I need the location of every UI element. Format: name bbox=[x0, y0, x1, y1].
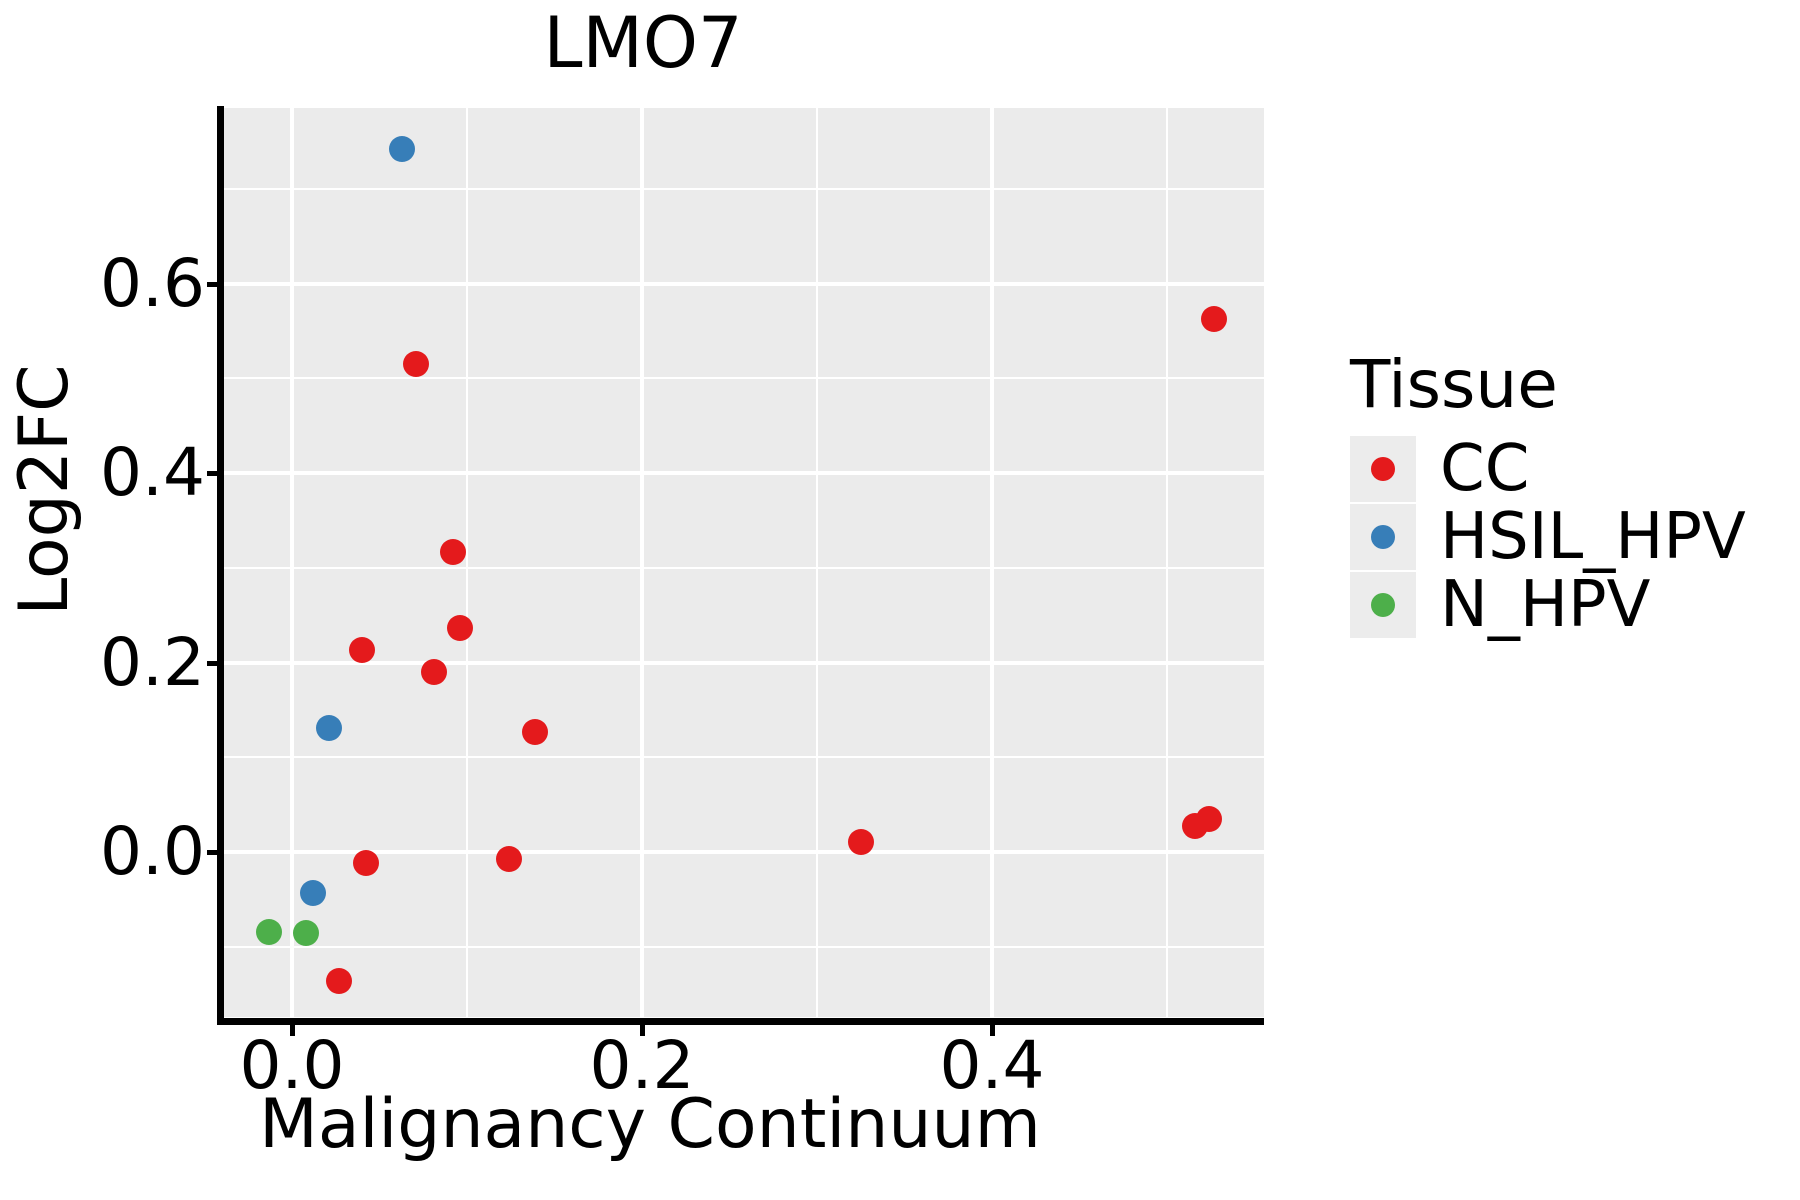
legend-key-box bbox=[1350, 504, 1416, 570]
data-point-cc bbox=[1196, 805, 1222, 832]
data-point-hsil_hpv bbox=[389, 135, 416, 162]
legend-key-box bbox=[1350, 436, 1416, 502]
x-tick-mark bbox=[990, 1025, 995, 1036]
x-axis-line bbox=[217, 1018, 1264, 1025]
data-point-n_hpv bbox=[293, 920, 319, 947]
y-tick-mark bbox=[207, 850, 218, 855]
y-minor-gridline bbox=[224, 566, 1264, 569]
data-point-cc bbox=[349, 637, 375, 664]
y-tick-label: 0.0 bbox=[100, 813, 205, 890]
x-tick-label: 0.0 bbox=[239, 1027, 345, 1104]
y-tick-label: 0.4 bbox=[100, 434, 205, 511]
x-tick-mark bbox=[640, 1025, 645, 1036]
x-major-gridline bbox=[290, 108, 294, 1017]
data-point-hsil_hpv bbox=[315, 714, 342, 741]
x-tick-mark bbox=[290, 1025, 295, 1036]
y-axis-line bbox=[217, 106, 224, 1025]
legend-item-label: HSIL_HPV bbox=[1440, 500, 1746, 574]
y-minor-gridline bbox=[224, 945, 1264, 948]
y-tick-mark bbox=[207, 471, 218, 476]
legend-title: Tissue bbox=[1350, 346, 1558, 423]
legend-dot-icon bbox=[1371, 457, 1395, 481]
legend-item-n_hpv: N_HPV bbox=[1350, 571, 1746, 639]
legend-dot-icon bbox=[1371, 525, 1395, 549]
y-major-gridline bbox=[224, 281, 1264, 286]
data-point-cc bbox=[522, 718, 549, 745]
y-minor-gridline bbox=[224, 187, 1264, 190]
legend: Tissue CC HSIL_HPV N_HPV bbox=[1350, 350, 1746, 639]
y-major-gridline bbox=[224, 660, 1264, 665]
data-point-cc bbox=[326, 967, 353, 994]
data-point-cc bbox=[447, 615, 473, 642]
x-minor-gridline bbox=[466, 108, 468, 1017]
x-major-gridline bbox=[990, 108, 994, 1017]
data-point-n_hpv bbox=[256, 918, 283, 945]
x-minor-gridline bbox=[816, 108, 818, 1017]
plot-panel bbox=[224, 108, 1264, 1017]
legend-item-hsil_hpv: HSIL_HPV bbox=[1350, 503, 1746, 571]
plot-title: LMO7 bbox=[543, 2, 743, 84]
data-point-cc bbox=[352, 850, 379, 877]
data-point-cc bbox=[403, 351, 430, 378]
y-tick-label: 0.2 bbox=[100, 623, 205, 701]
x-tick-label: 0.2 bbox=[589, 1027, 695, 1104]
data-point-cc bbox=[847, 828, 874, 855]
y-tick-mark bbox=[207, 281, 218, 287]
y-major-gridline bbox=[224, 471, 1264, 475]
legend-item-label: CC bbox=[1440, 432, 1530, 506]
legend-keys: CC HSIL_HPV N_HPV bbox=[1350, 435, 1746, 639]
legend-dot-icon bbox=[1371, 593, 1395, 617]
x-minor-gridline bbox=[1166, 108, 1168, 1017]
data-point-cc bbox=[420, 658, 447, 685]
data-point-cc bbox=[440, 538, 466, 565]
legend-item-label: N_HPV bbox=[1440, 568, 1651, 642]
data-point-cc bbox=[496, 845, 522, 872]
x-axis-title: Malignancy Continuum bbox=[259, 1085, 1041, 1164]
x-major-gridline bbox=[640, 108, 644, 1017]
data-point-cc bbox=[1201, 305, 1228, 332]
y-minor-gridline bbox=[224, 756, 1264, 759]
y-major-gridline bbox=[224, 850, 1264, 854]
x-tick-label: 0.4 bbox=[939, 1027, 1045, 1104]
y-tick-label: 0.6 bbox=[100, 244, 205, 322]
y-tick-mark bbox=[207, 660, 218, 666]
y-minor-gridline bbox=[224, 377, 1264, 380]
legend-key-box bbox=[1350, 572, 1416, 638]
data-point-hsil_hpv bbox=[300, 879, 326, 906]
legend-item-cc: CC bbox=[1350, 435, 1746, 503]
